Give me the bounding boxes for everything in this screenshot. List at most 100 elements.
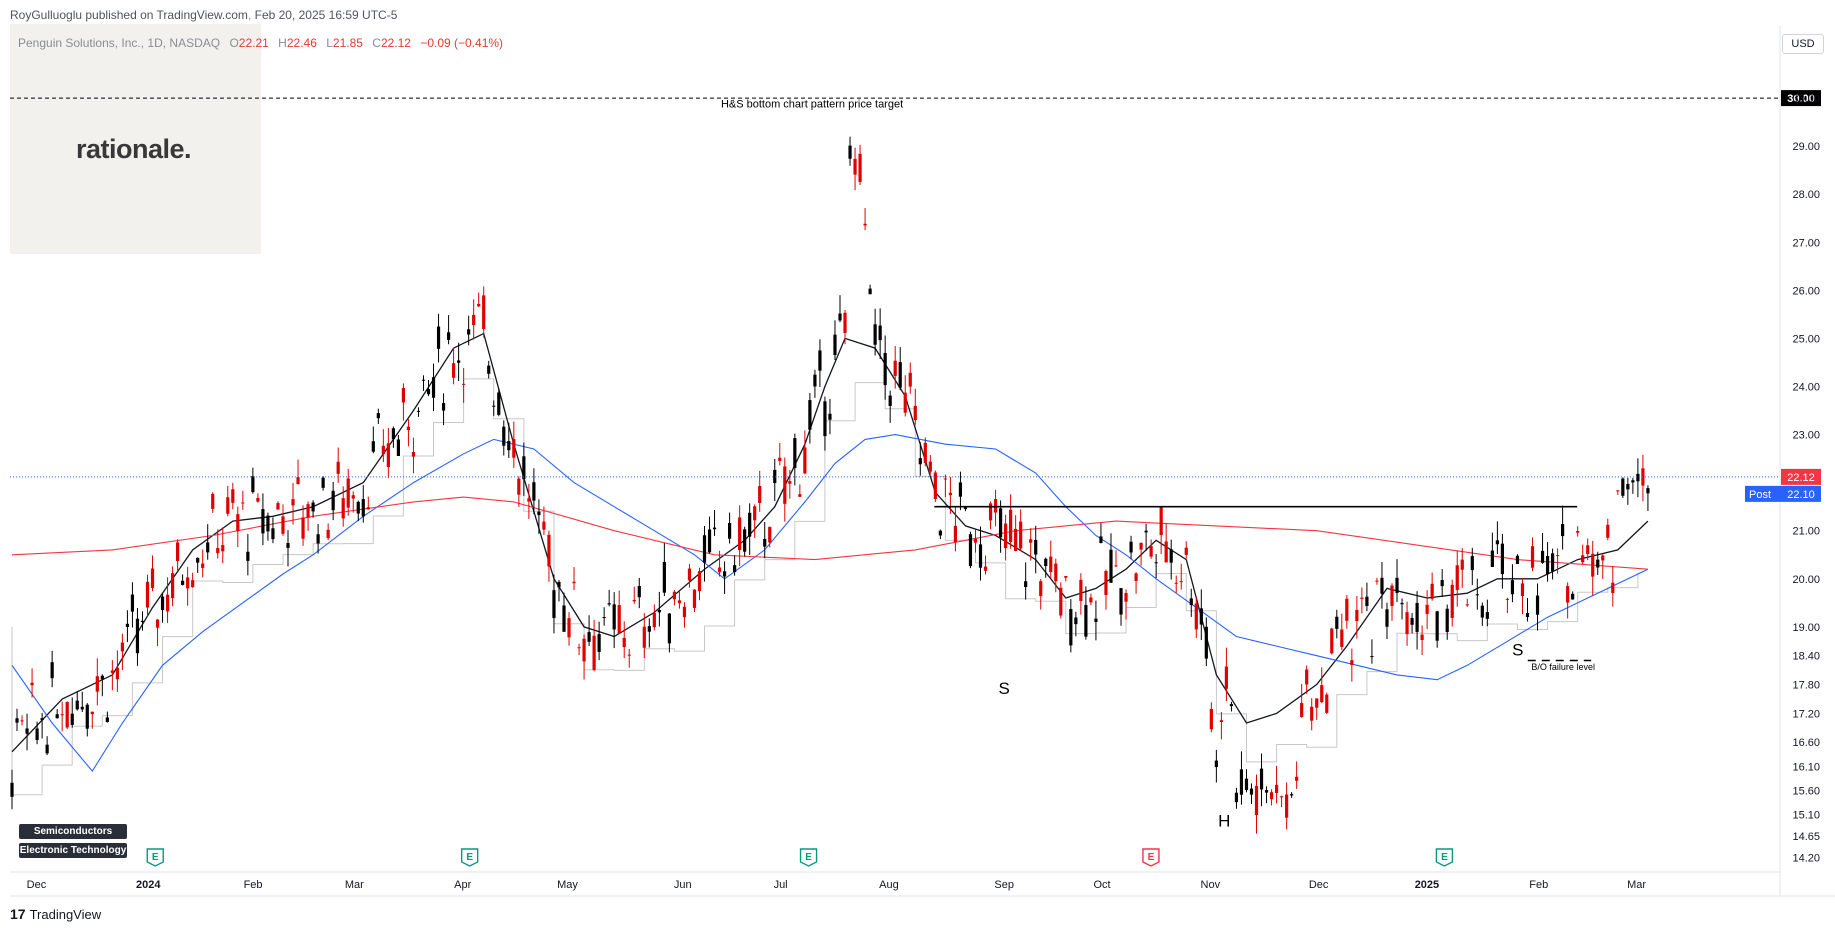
candle-body [431,377,436,398]
candle-body [677,600,682,604]
ma_red-line [11,496,1648,570]
y-tick-label: 15.60 [1792,785,1820,797]
candle-body [978,544,983,568]
tradingview-logo-icon: 17 [10,906,26,922]
candle-body [1189,598,1193,606]
candle-body [1566,586,1570,603]
earnings-marker-shape [146,848,164,867]
industry-tag[interactable]: Electronic Technology [19,843,127,858]
candle-body [406,426,411,431]
candle-body [1345,598,1349,621]
candle-body [1581,555,1585,563]
candle-body [1550,553,1555,572]
candle-body [878,325,882,341]
candle-body [291,499,295,506]
candle-body [1199,608,1203,625]
candle-body [1340,629,1344,647]
symbol-legend[interactable]: Penguin Solutions, Inc., 1D, NASDAQ O22.… [18,36,503,50]
candle-body [502,426,506,446]
earnings-marker-text: E [1148,852,1155,863]
candle-body [1370,656,1374,658]
candle-body [85,704,89,729]
candle-body [582,638,586,662]
candle-body [30,682,34,686]
candle-body [1044,558,1048,567]
post-price-label-bg [1745,485,1821,502]
candle-body [55,714,59,719]
candle-body [517,478,521,495]
candle-body [436,326,441,349]
candle-body [1019,521,1023,549]
candle-body [813,374,817,387]
candle-body [1335,616,1339,629]
candle-body [798,494,802,497]
brand-label: TradingView [29,906,102,922]
candle-body [1325,694,1329,713]
candle-body [823,401,827,437]
candle-body [1385,609,1389,627]
candle-body [1079,579,1083,601]
candle-body [602,617,606,619]
rationale-logo: rationale. [76,134,192,164]
candle-body [988,503,993,521]
candle-body [597,634,601,652]
candle-body [733,565,737,573]
candle-body [1415,603,1419,632]
candle-body [286,542,290,548]
candle-body [1365,596,1369,606]
candle-body [20,720,24,722]
candle-body [246,551,250,561]
candle-body [758,486,762,503]
candle-body [40,718,44,721]
x-tick-label: Aug [879,879,899,891]
candle-body [788,481,792,484]
candle-body [376,413,380,419]
candle-body [492,405,496,407]
candle-body [642,626,646,648]
x-tick-label: Oct [1093,879,1110,891]
candle-body [1029,539,1033,543]
candle-body [1505,598,1510,600]
candle-body [572,581,576,584]
earnings-icon: E [146,848,164,867]
candle-body [1134,573,1138,581]
y-tick-label: 17.20 [1792,708,1820,720]
candle-body [913,405,917,421]
candle-body [1601,555,1605,561]
candle-body [542,521,546,530]
candle-body [773,469,777,484]
candle-body [657,610,661,613]
candle-body [883,352,887,386]
candle-body [853,158,857,175]
candle-body [1485,612,1489,619]
candle-body [1500,543,1504,575]
candle-body [276,503,280,510]
candle-body [552,590,556,619]
candle-body [467,329,471,335]
candle-body [692,589,697,608]
candle-body [1460,559,1464,570]
candle-body [1244,778,1249,791]
x-tick-label: Dec [27,879,47,891]
y-tick-label: 21.00 [1792,526,1820,538]
candle-body [181,580,185,585]
candle-body [75,700,79,710]
candle-body [1274,784,1279,794]
symbol-name: Penguin Solutions, Inc., 1D, NASDAQ [18,36,221,50]
candle-body [196,557,200,563]
tradingview-brand[interactable]: 17 TradingView [10,906,101,922]
y-tick-label: 28.00 [1792,189,1820,201]
candle-body [221,545,225,552]
candle-body [1204,626,1208,659]
candle-body [1159,507,1163,536]
candle-body [35,728,39,741]
candle-body [753,506,757,521]
sector-tag[interactable]: Semiconductors [19,824,127,839]
candle-body [271,528,275,540]
candles [10,136,1650,834]
currency-button[interactable]: USD [1782,34,1824,54]
candle-body [1586,545,1590,554]
candle-body [457,360,461,363]
candle-body [65,702,69,728]
